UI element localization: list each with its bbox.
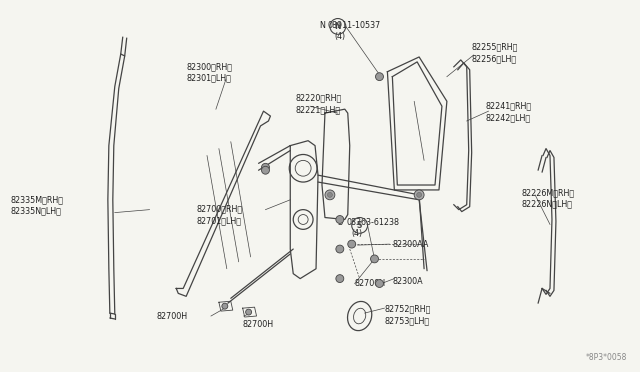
Text: 82220〈RH〉: 82220〈RH〉 xyxy=(295,93,342,102)
Circle shape xyxy=(262,163,269,171)
Circle shape xyxy=(328,192,332,197)
Circle shape xyxy=(336,275,344,283)
Text: 82300A: 82300A xyxy=(392,277,423,286)
Text: 82700H: 82700H xyxy=(156,312,188,321)
Circle shape xyxy=(376,73,383,81)
Text: 82335M〈RH〉: 82335M〈RH〉 xyxy=(11,195,64,204)
Text: 82752〈RH〉: 82752〈RH〉 xyxy=(385,304,431,313)
Circle shape xyxy=(371,255,378,263)
Text: 82335N〈LH〉: 82335N〈LH〉 xyxy=(11,207,61,216)
Text: (4): (4) xyxy=(335,32,346,41)
Circle shape xyxy=(336,215,344,224)
Circle shape xyxy=(325,190,335,200)
Text: 82700H: 82700H xyxy=(243,320,274,329)
Text: 82241〈RH〉: 82241〈RH〉 xyxy=(486,101,532,110)
Text: 08363-61238: 08363-61238 xyxy=(347,218,400,227)
Text: 82753〈LH〉: 82753〈LH〉 xyxy=(385,316,429,325)
Text: S: S xyxy=(357,221,362,230)
Circle shape xyxy=(246,309,252,315)
Text: *8P3*0058: *8P3*0058 xyxy=(586,353,627,362)
Circle shape xyxy=(376,280,383,288)
Text: 82301〈LH〉: 82301〈LH〉 xyxy=(186,74,231,83)
Text: 82226N〈LH〉: 82226N〈LH〉 xyxy=(521,200,572,209)
Text: 82300AA: 82300AA xyxy=(392,240,429,249)
Text: 82700〈RH〉: 82700〈RH〉 xyxy=(196,205,242,214)
Text: N: N xyxy=(335,22,341,31)
Circle shape xyxy=(417,192,422,197)
Text: 82221〈LH〉: 82221〈LH〉 xyxy=(295,105,340,114)
Text: 82701〈LH〉: 82701〈LH〉 xyxy=(196,217,241,225)
Circle shape xyxy=(414,190,424,200)
Text: S: S xyxy=(338,218,343,227)
Text: N: N xyxy=(319,20,325,29)
Text: (4): (4) xyxy=(352,230,363,238)
Text: 82700H: 82700H xyxy=(355,279,386,288)
Text: 82256〈LH〉: 82256〈LH〉 xyxy=(472,54,516,63)
Circle shape xyxy=(262,166,269,174)
Circle shape xyxy=(336,245,344,253)
Circle shape xyxy=(348,240,356,248)
Text: 82300〈RH〉: 82300〈RH〉 xyxy=(186,62,232,71)
Text: 82226M〈RH〉: 82226M〈RH〉 xyxy=(521,188,574,197)
Text: 82242〈LH〉: 82242〈LH〉 xyxy=(486,113,531,122)
Circle shape xyxy=(222,303,228,309)
Text: 82255〈RH〉: 82255〈RH〉 xyxy=(472,42,518,51)
Text: 08911-10537: 08911-10537 xyxy=(328,20,381,29)
